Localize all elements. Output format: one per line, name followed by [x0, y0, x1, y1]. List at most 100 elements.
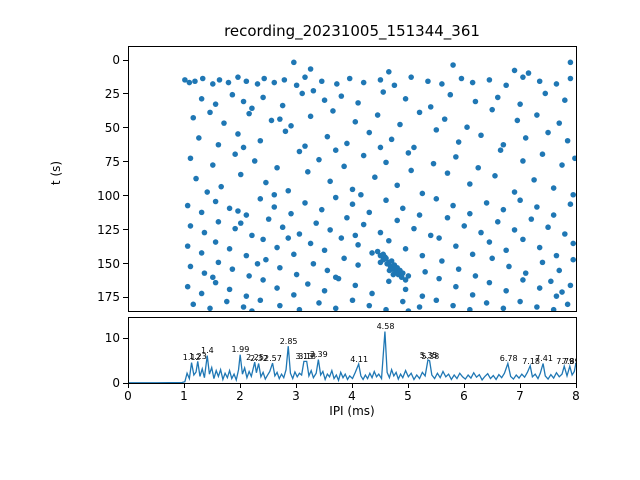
ytick-0-label: 0	[112, 53, 120, 67]
scatter-point	[265, 216, 272, 222]
scatter-point	[212, 239, 219, 245]
histogram-polyline	[129, 331, 576, 383]
scatter-point	[377, 229, 384, 236]
scatter-point	[405, 150, 412, 156]
scatter-point	[196, 135, 202, 141]
scatter-point	[394, 182, 400, 189]
peak-annotation: 2.25	[246, 352, 264, 362]
scatter-point	[366, 302, 373, 309]
scatter-point	[402, 277, 409, 283]
scatter-point	[334, 81, 340, 87]
scatter-point	[263, 256, 269, 263]
scatter-point	[226, 205, 233, 212]
scatter-point	[207, 305, 213, 311]
scatter-point	[237, 220, 244, 226]
scatter-point	[190, 301, 197, 308]
scatter-point	[545, 129, 551, 136]
scatter-point	[562, 231, 568, 237]
scatter-point	[559, 289, 565, 295]
scatter-point	[564, 137, 571, 144]
scatter-point	[444, 214, 451, 221]
scatter-point	[318, 206, 325, 213]
peak-annotation: 2.32	[249, 354, 268, 364]
scatter-point	[528, 216, 535, 222]
scatter-point	[567, 59, 574, 66]
scatter-point	[408, 167, 414, 174]
scatter-point	[360, 79, 367, 86]
scatter-point	[536, 285, 543, 291]
scatter-point	[184, 202, 191, 209]
scatter-point	[422, 269, 428, 275]
peak-annotation: 7.41	[535, 354, 553, 364]
scatter-point	[225, 79, 232, 86]
scatter-point	[520, 236, 526, 243]
scatter-point	[316, 300, 322, 306]
scatter-point	[207, 109, 213, 116]
peak-annotation: 3.13	[295, 352, 314, 361]
xtick-5-label: 5	[404, 389, 412, 403]
scatter-point	[299, 90, 306, 97]
scatter-point	[427, 232, 434, 239]
scatter-point	[572, 155, 576, 162]
scatter-point	[198, 96, 205, 102]
scatter-point	[453, 283, 459, 290]
scatter-point	[447, 91, 454, 98]
scatter-point	[506, 263, 512, 270]
scatter-point	[567, 282, 574, 289]
ytick-150-mark	[123, 263, 128, 265]
scatter-point	[374, 248, 381, 255]
scatter-point	[483, 300, 490, 306]
scatter-point	[268, 117, 275, 124]
scatter-point	[486, 77, 493, 83]
scatter-point	[274, 244, 280, 251]
scatter-point	[212, 198, 219, 205]
ytick-175-mark	[123, 296, 128, 298]
scatter-point	[472, 273, 479, 279]
ipi-histogram-line	[129, 331, 576, 383]
xtick-8-label: 8	[572, 389, 580, 403]
scatter-point	[277, 264, 283, 271]
ytick-125-mark	[123, 229, 128, 231]
xtick-1-mark	[183, 383, 185, 388]
ytick-bottom-10-mark	[123, 337, 128, 339]
scatter-point	[444, 170, 451, 176]
scatter-point	[553, 293, 560, 299]
scatter-point	[562, 97, 568, 103]
scatter-point	[464, 124, 470, 130]
scatter-point	[243, 212, 250, 218]
scatter-point	[318, 78, 325, 85]
scatter-point	[249, 308, 255, 311]
scatter-point	[433, 127, 440, 133]
scatter-point	[556, 267, 563, 274]
scatter-point	[419, 293, 426, 299]
scatter-point	[210, 162, 216, 168]
scatter-point	[539, 151, 546, 157]
scatter-point	[489, 106, 495, 113]
ytick-bottom-0-mark	[123, 382, 128, 384]
peak-annotation: 4.58	[376, 321, 395, 331]
scatter-point	[525, 70, 532, 76]
scatter-point	[531, 177, 537, 183]
ytick-50-mark	[123, 127, 128, 129]
ytick-175-label: 175	[97, 290, 120, 305]
scatter-point	[243, 293, 250, 299]
scatter-point	[548, 278, 554, 285]
scatter-point	[327, 178, 333, 185]
scatter-point	[399, 205, 406, 212]
scatter-point	[366, 129, 373, 136]
scatter-point	[232, 151, 238, 157]
scatter-point	[240, 98, 247, 105]
x-axis-label: IPI (ms)	[329, 404, 375, 418]
scatter-point	[261, 75, 267, 82]
scatter-point	[570, 240, 576, 247]
ytick-125-label: 125	[97, 222, 120, 237]
xtick-3-mark	[295, 383, 297, 388]
scatter-point	[391, 82, 398, 89]
scatter-point	[237, 171, 244, 178]
scatter-point	[257, 196, 264, 202]
scatter-point	[305, 169, 311, 175]
scatter-point	[503, 247, 509, 254]
scatter-point	[271, 204, 278, 210]
scatter-point	[427, 104, 434, 110]
scatter-point	[296, 148, 303, 155]
